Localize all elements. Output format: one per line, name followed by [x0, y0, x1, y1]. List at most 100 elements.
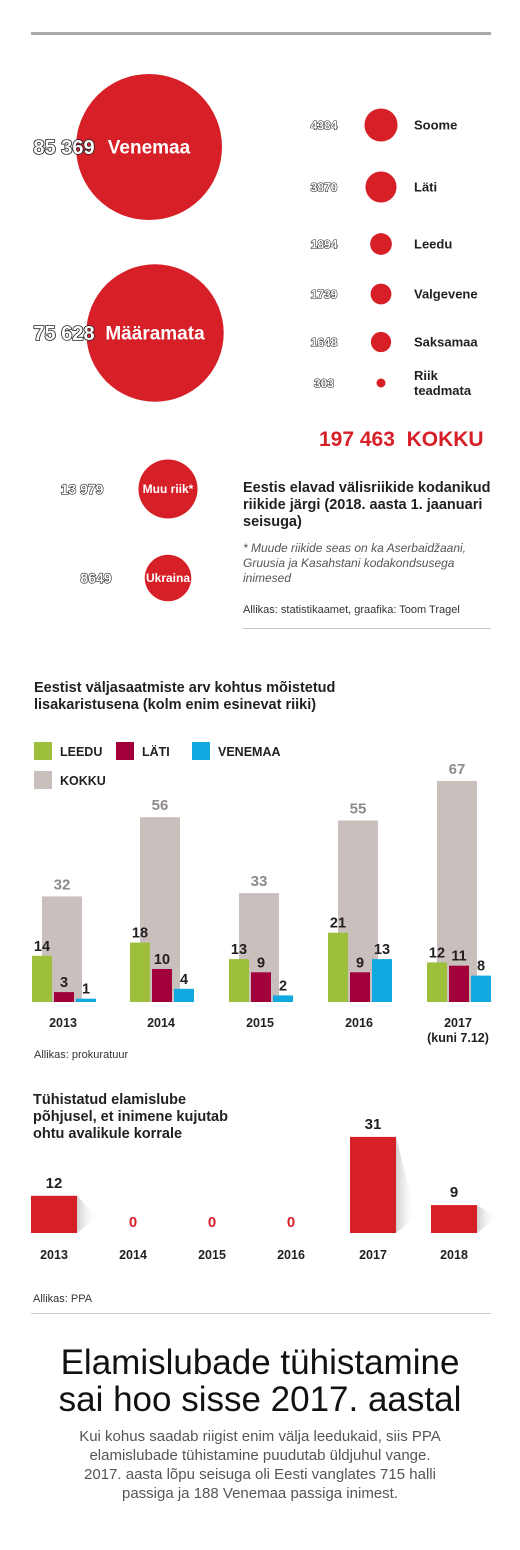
axis-sublabel-2017: (kuni 7.12)	[427, 1031, 489, 1045]
bar-venemaa-2016	[372, 959, 392, 1002]
legend-label-kokku: KOKKU	[60, 774, 106, 788]
axis-label-2017: 2017	[359, 1248, 387, 1262]
bubble-value-riik-teadmata: 303	[314, 377, 334, 391]
bubble-lati	[365, 171, 397, 203]
bubble-saksamaa	[370, 331, 392, 353]
bar-leedu-2013	[32, 955, 52, 1002]
bar-value-2016: 0	[287, 1214, 295, 1231]
bar-lati-2015	[251, 972, 271, 1002]
bar-lati-2013	[54, 992, 74, 1002]
bar-value-leedu-2015: 13	[231, 942, 247, 958]
bar-value-venemaa-2014: 4	[180, 972, 188, 988]
headline-line-2: sai hoo sisse 2017. aastal	[58, 1380, 462, 1419]
bar-value-kokku-2015: 33	[251, 873, 268, 890]
bubble-muu-riik	[138, 459, 198, 519]
bar-2013	[31, 1195, 77, 1233]
bar-leedu-2015	[229, 959, 249, 1002]
bubble-chart: Venemaa 85 369 Määramata 75 628 Muu riik* 13 …	[33, 74, 478, 602]
legend-swatch-kokku	[34, 771, 52, 789]
bar-value-venemaa-2016: 13	[374, 942, 390, 958]
bar-2018	[431, 1205, 477, 1233]
axis-label-2013: 2013	[40, 1248, 68, 1262]
bar-chart-title: Eestist väljasaatmiste arv kohtus mõiste…	[34, 680, 336, 713]
bubble-label-muu-riik: Muu riik*	[143, 482, 194, 496]
bar-value-2014: 0	[129, 1214, 137, 1231]
bar-value-2015: 0	[208, 1214, 216, 1231]
bubble-leedu	[370, 233, 392, 255]
bubble-value-venemaa: 85 369	[33, 137, 94, 159]
bar-leedu-2016	[328, 932, 348, 1002]
bar-value-lati-2014: 10	[154, 952, 170, 968]
bar-value-lati-2015: 9	[257, 955, 265, 971]
bubble-valgevene	[370, 283, 392, 305]
bar-venemaa-2015	[273, 995, 293, 1002]
lead-line-4: passiga ja 188 Venemaa passiga inimest.	[121, 1485, 398, 1502]
section-divider	[31, 1313, 491, 1314]
bar-venemaa-2013	[76, 998, 96, 1002]
lead-line-1: Kui kohus saadab riigist enim välja leed…	[79, 1428, 441, 1445]
bubble-value-maaramata: 75 628	[33, 323, 94, 345]
bar-lati-2014	[152, 969, 172, 1002]
bubble-value-valgevene: 1739	[311, 288, 338, 302]
axis-label-2015: 2015	[246, 1016, 274, 1030]
bubble-value-soome: 4384	[311, 119, 338, 133]
bar-leedu-2014	[130, 942, 150, 1002]
legend-label-lati: LÄTI	[142, 744, 170, 759]
total-label: KOKKU	[406, 428, 484, 451]
bar-value-kokku-2014: 56	[152, 797, 169, 814]
total-line: 197 463 KOKKU	[319, 428, 484, 452]
divider	[243, 628, 491, 629]
bubble-soome	[364, 108, 398, 142]
legend-swatch-lati	[116, 742, 134, 760]
bar-value-kokku-2017: 67	[449, 761, 466, 778]
bar-shadow-2017	[396, 1136, 416, 1233]
bar-venemaa-2017	[471, 975, 491, 1002]
bubble-label-soome: Soome	[414, 118, 457, 133]
legend-swatch-venemaa	[192, 742, 210, 760]
bar-leedu-2017	[427, 962, 447, 1002]
bubble-venemaa	[76, 74, 222, 220]
total-value: 197 463	[319, 428, 395, 451]
bubble-value-leedu: 1894	[311, 238, 338, 252]
bar-value-leedu-2017: 12	[429, 945, 445, 961]
legend-swatch-leedu	[34, 742, 52, 760]
axis-label-2015: 2015	[198, 1248, 226, 1262]
lead-line-2: elamislubade tühistamine puudutab üldjuh…	[89, 1447, 431, 1464]
bar-value-kokku-2013: 32	[54, 876, 71, 893]
bar-value-venemaa-2017: 8	[477, 959, 485, 975]
bubble-label-valgevene: Valgevene	[414, 287, 478, 302]
bubble-value-saksamaa: 1648	[311, 336, 338, 350]
bubble-chart-title: Eestis elavad välisriikide kodanikud rii…	[243, 480, 491, 530]
bubble-label-maaramata: Määramata	[105, 324, 205, 345]
axis-label-2014: 2014	[119, 1248, 147, 1262]
axis-label-2013: 2013	[49, 1016, 77, 1030]
bar-chart-source: Allikas: prokuratuur	[34, 1049, 129, 1061]
bar-value-lati-2016: 9	[356, 955, 364, 971]
bar-shadow-2018	[477, 1205, 497, 1233]
bar-shadow-2013	[77, 1195, 97, 1233]
bubble-label-venemaa: Venemaa	[108, 138, 191, 159]
axis-label-2018: 2018	[440, 1248, 468, 1262]
bubble-riik-teadmata	[376, 378, 386, 388]
legend-label-leedu: LEEDU	[60, 745, 102, 759]
bar-value-leedu-2016: 21	[330, 916, 346, 932]
bubble-label-lati: Läti	[414, 180, 437, 195]
bubble-value-ukraina: 8649	[80, 570, 111, 586]
revoked-permits-bar-chart: 12 2013 0 2014 0 2015 0 2016 31 2017 9 2018	[31, 1116, 497, 1262]
lead-line-3: 2017. aasta lõpu seisuga oli Eesti vangl…	[84, 1466, 436, 1483]
bar-value-venemaa-2013: 1	[82, 982, 90, 998]
bar-value-2013: 12	[46, 1175, 63, 1192]
revoked-chart-source: Allikas: PPA	[33, 1293, 93, 1305]
bubble-label-leedu: Leedu	[414, 237, 452, 252]
axis-label-2016: 2016	[345, 1016, 373, 1030]
revoked-chart-title: Tühistatud elamislube põhjusel, et inime…	[33, 1092, 228, 1142]
top-rule	[31, 32, 491, 35]
bubble-chart-source: Allikas: statistikaamet, graafika: Toom …	[243, 604, 460, 616]
bar-value-2017: 31	[365, 1116, 382, 1133]
axis-label-2016: 2016	[277, 1248, 305, 1262]
bubble-label-riik-teadmata: Riik teadmata	[414, 368, 472, 398]
bar-value-venemaa-2015: 2	[279, 978, 287, 994]
axis-label-2014: 2014	[147, 1016, 175, 1030]
bar-lati-2016	[350, 972, 370, 1002]
bar-venemaa-2014	[174, 988, 194, 1002]
